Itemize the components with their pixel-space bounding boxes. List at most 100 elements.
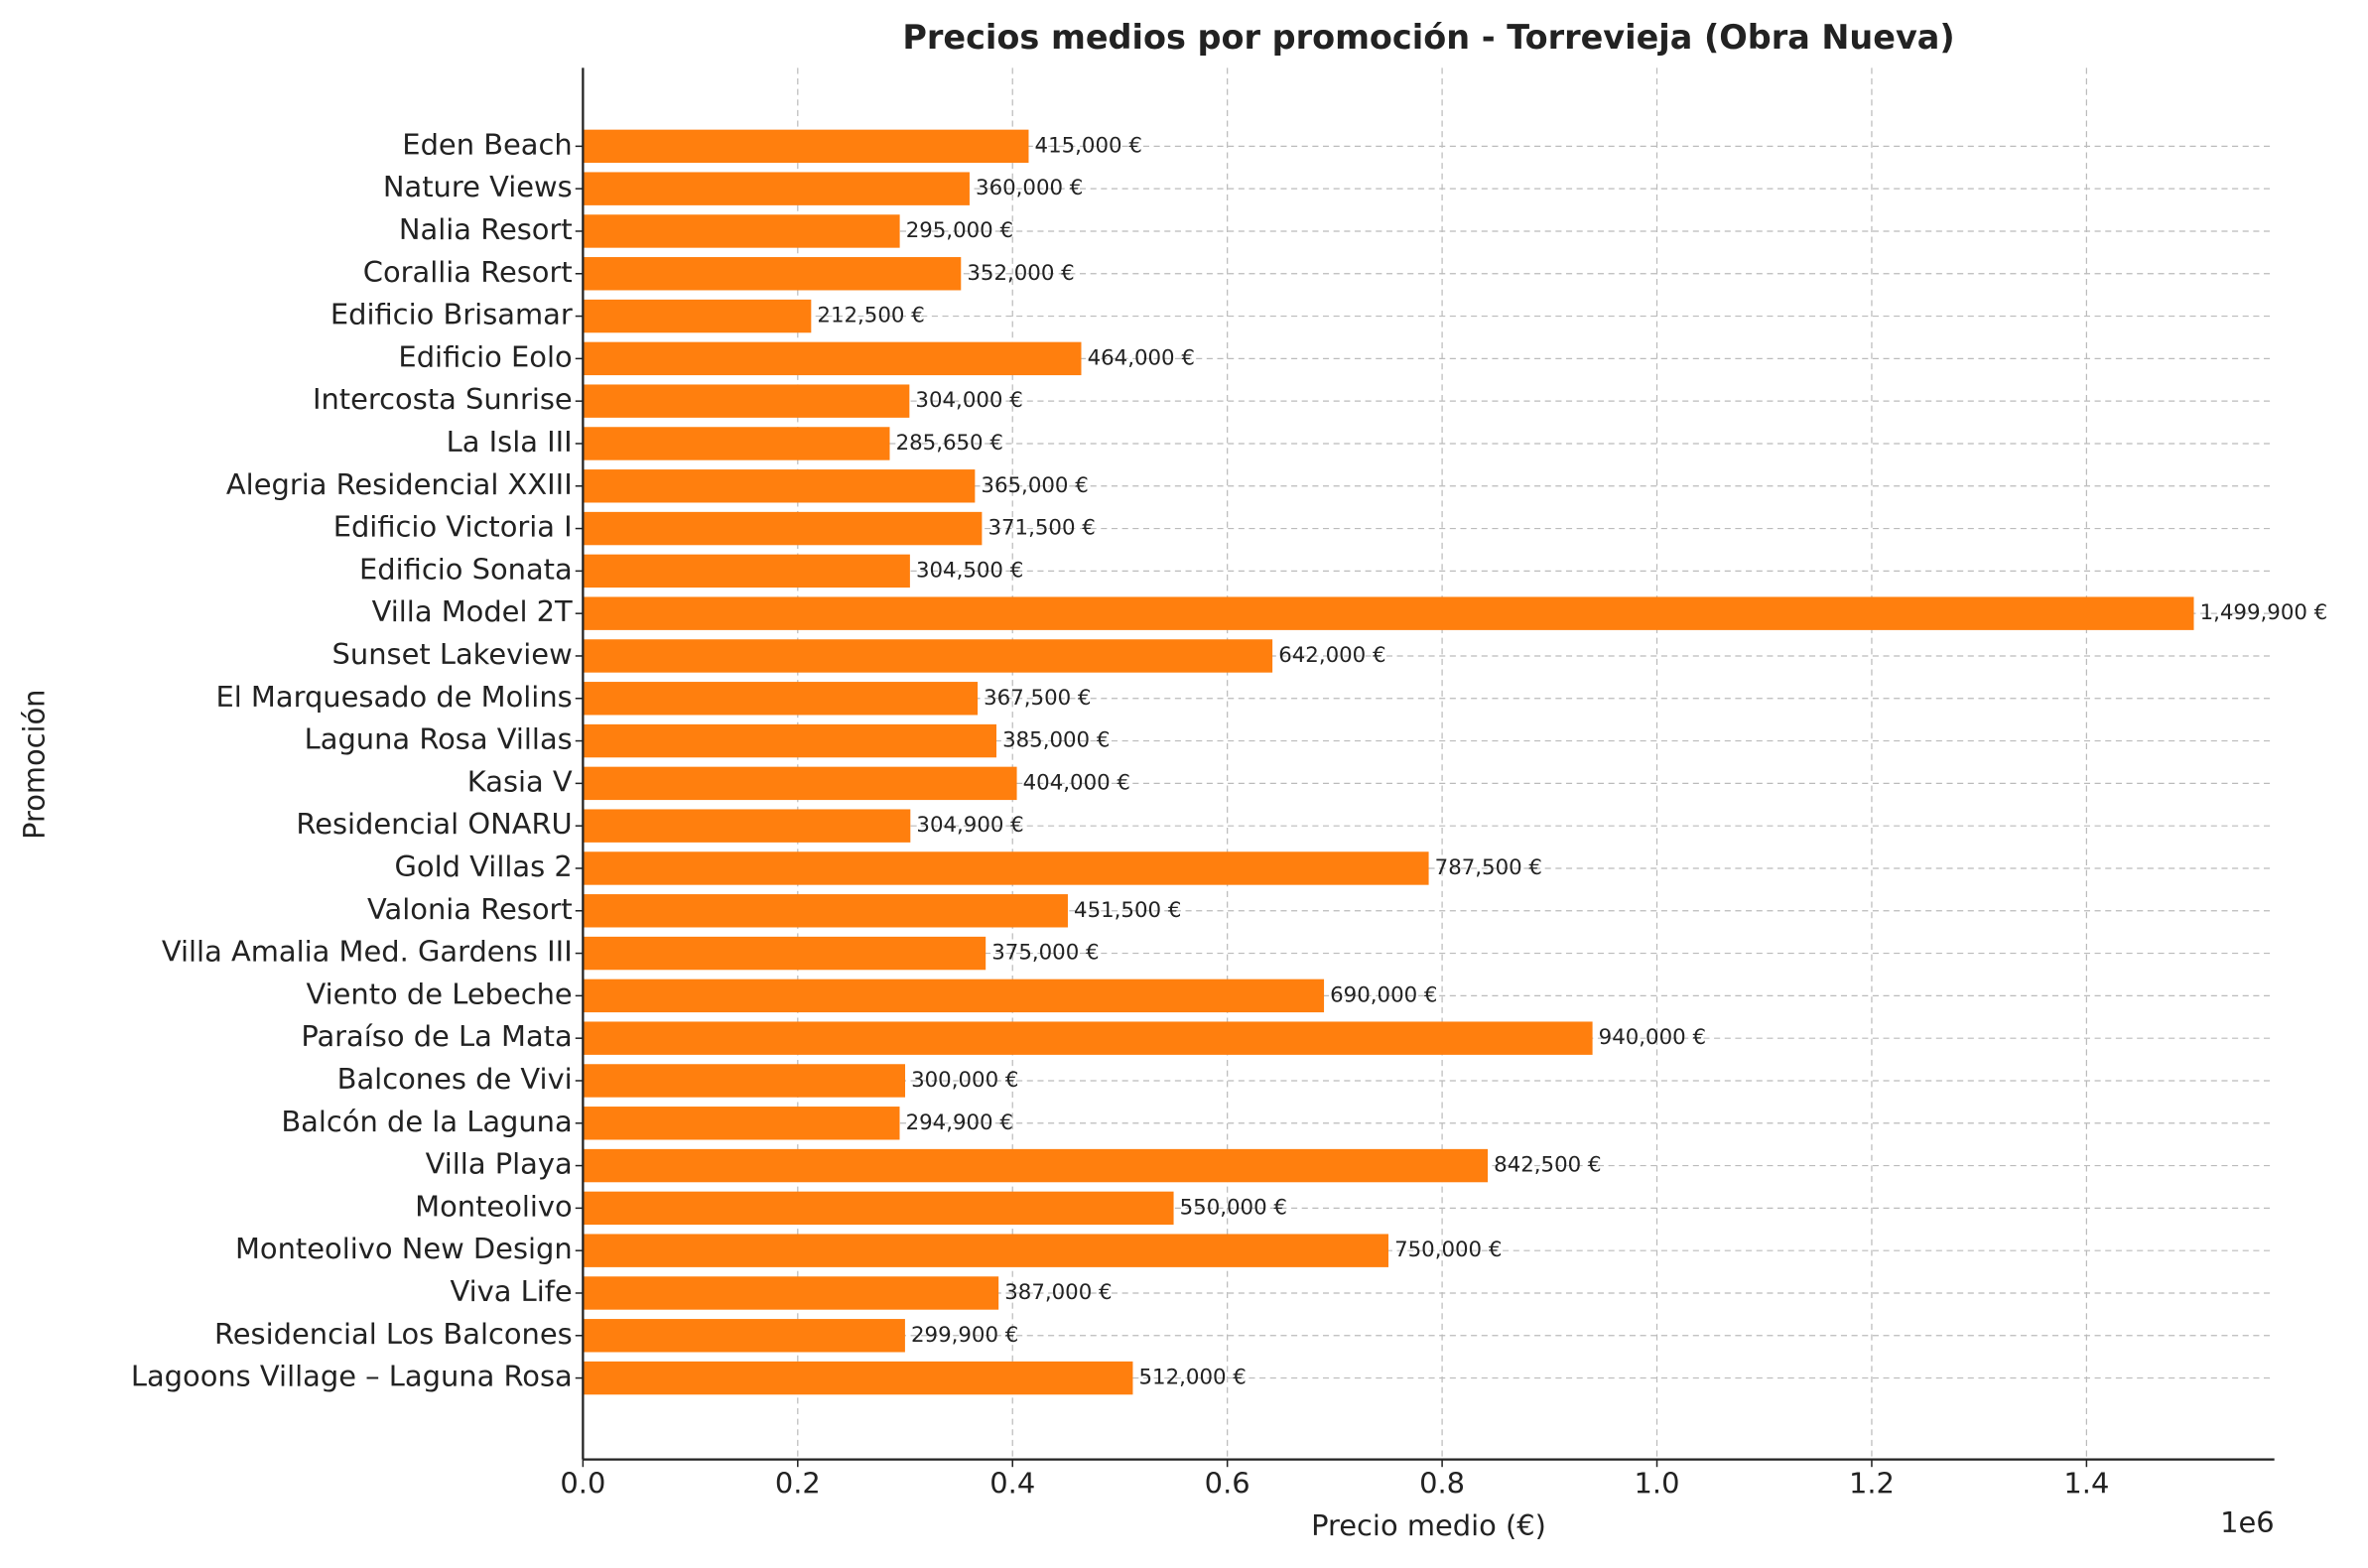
bar: [583, 511, 983, 546]
bar: [583, 299, 812, 333]
value-label: 304,500 €: [916, 558, 1023, 583]
y-tick-label: El Marquesado de Molins: [215, 680, 572, 714]
value-label: 300,000 €: [911, 1068, 1018, 1093]
y-tick-label: Villa Playa: [426, 1147, 573, 1181]
x-tick-label: 1.0: [1635, 1466, 1680, 1500]
bar: [583, 257, 962, 291]
bar: [583, 809, 911, 843]
bar: [583, 1234, 1388, 1267]
value-label: 304,000 €: [915, 388, 1022, 413]
bar: [583, 129, 1029, 164]
value-label: 550,000 €: [1180, 1195, 1287, 1220]
y-tick-label: Nalia Resort: [399, 212, 573, 246]
y-tick-label: Residencial ONARU: [296, 807, 572, 841]
value-label: 299,900 €: [911, 1323, 1018, 1348]
value-label: 940,000 €: [1599, 1025, 1706, 1050]
x-tick-label: 0.0: [560, 1466, 605, 1500]
y-tick-label: Eden Beach: [402, 127, 572, 161]
bar: [583, 172, 970, 205]
bar: [583, 596, 2194, 630]
y-tick-label: Nature Views: [383, 170, 573, 203]
y-tick-label: Balcón de la Laguna: [281, 1105, 572, 1138]
bar: [583, 851, 1429, 885]
value-label: 367,500 €: [984, 686, 1091, 711]
y-tick-label: Monteolivo: [415, 1189, 573, 1223]
y-tick-label: Monteolivo New Design: [235, 1232, 573, 1265]
bar: [583, 979, 1325, 1013]
bar: [583, 1191, 1174, 1226]
value-label: 404,000 €: [1023, 770, 1130, 795]
y-tick-label: Villa Amalia Med. Gardens III: [162, 935, 573, 969]
y-tick-label: Kasia V: [467, 764, 573, 798]
x-offset-label: 1e6: [2220, 1505, 2275, 1539]
value-label: 304,900 €: [916, 813, 1023, 838]
value-label: 212,500 €: [817, 304, 924, 328]
value-label: 295,000 €: [906, 218, 1013, 243]
value-label: 387,000 €: [1004, 1280, 1112, 1305]
bar: [583, 1148, 1489, 1183]
y-tick-label: Intercosta Sunrise: [313, 382, 573, 416]
value-label: 360,000 €: [976, 176, 1083, 200]
y-tick-label: Laguna Rosa Villas: [305, 722, 573, 756]
value-label: 1,499,900 €: [2200, 600, 2328, 625]
y-tick-label: Viento de Lebeche: [306, 977, 572, 1010]
y-tick-label: Viva Life: [450, 1274, 572, 1308]
value-label: 451,500 €: [1074, 898, 1181, 923]
y-tick-label: Balcones de Vivi: [337, 1062, 573, 1096]
bar: [583, 1276, 999, 1310]
bar: [583, 936, 987, 971]
value-label: 512,000 €: [1139, 1366, 1247, 1390]
bar: [583, 1064, 906, 1098]
value-label: 352,000 €: [967, 261, 1074, 286]
x-tick-label: 0.4: [989, 1466, 1035, 1500]
y-tick-label: Gold Villas 2: [395, 849, 573, 883]
value-label: 375,000 €: [991, 941, 1099, 966]
y-tick-label: Alegria Residencial XXIII: [226, 467, 573, 501]
value-label: 294,900 €: [906, 1111, 1013, 1135]
bar: [583, 1319, 905, 1353]
y-tick-label: Valonia Resort: [367, 892, 573, 926]
y-tick-label: Residencial Los Balcones: [214, 1317, 573, 1351]
y-tick-label: Edificio Sonata: [359, 552, 573, 586]
bar: [583, 341, 1082, 376]
bar: [583, 214, 900, 248]
bar: [583, 1361, 1133, 1395]
x-tick-label: 1.4: [2063, 1466, 2109, 1500]
y-tick-label: La Isla III: [447, 425, 573, 458]
x-tick-label: 0.8: [1419, 1466, 1465, 1500]
y-tick-label: Edificio Victoria I: [333, 510, 573, 544]
bar: [583, 469, 976, 503]
bar: [583, 1021, 1593, 1055]
value-label: 642,000 €: [1278, 643, 1385, 668]
bar: [583, 639, 1273, 673]
value-label: 464,000 €: [1088, 345, 1195, 370]
bar: [583, 766, 1017, 801]
value-label: 787,500 €: [1435, 855, 1542, 880]
value-label: 371,500 €: [987, 516, 1095, 541]
y-tick-label: Lagoons Village – Laguna Rosa: [131, 1360, 573, 1393]
y-axis-label: Promoción: [18, 690, 52, 840]
bar: [583, 554, 910, 588]
value-label: 415,000 €: [1035, 133, 1142, 158]
bar: [583, 682, 979, 716]
y-tick-label: Edificio Brisamar: [330, 298, 573, 331]
value-label: 365,000 €: [981, 473, 1088, 498]
y-tick-label: Corallia Resort: [363, 255, 573, 289]
x-axis-label: Precio medio (€): [1311, 1508, 1546, 1542]
y-tick-label: Edificio Eolo: [398, 339, 572, 373]
x-tick-label: 0.2: [775, 1466, 821, 1500]
bar: [583, 427, 890, 460]
y-tick-label: Sunset Lakeview: [332, 637, 573, 671]
value-label: 690,000 €: [1330, 982, 1437, 1007]
bar: [583, 894, 1068, 928]
y-tick-label: Paraíso de La Mata: [301, 1019, 572, 1053]
bar: [583, 723, 997, 758]
value-label: 750,000 €: [1394, 1238, 1502, 1262]
chart-title: Precios medios por promoción - Torreviej…: [902, 18, 1954, 57]
x-tick-label: 0.6: [1205, 1466, 1250, 1500]
value-label: 842,500 €: [1494, 1153, 1601, 1178]
bar: [583, 384, 910, 418]
value-label: 285,650 €: [896, 431, 1003, 456]
